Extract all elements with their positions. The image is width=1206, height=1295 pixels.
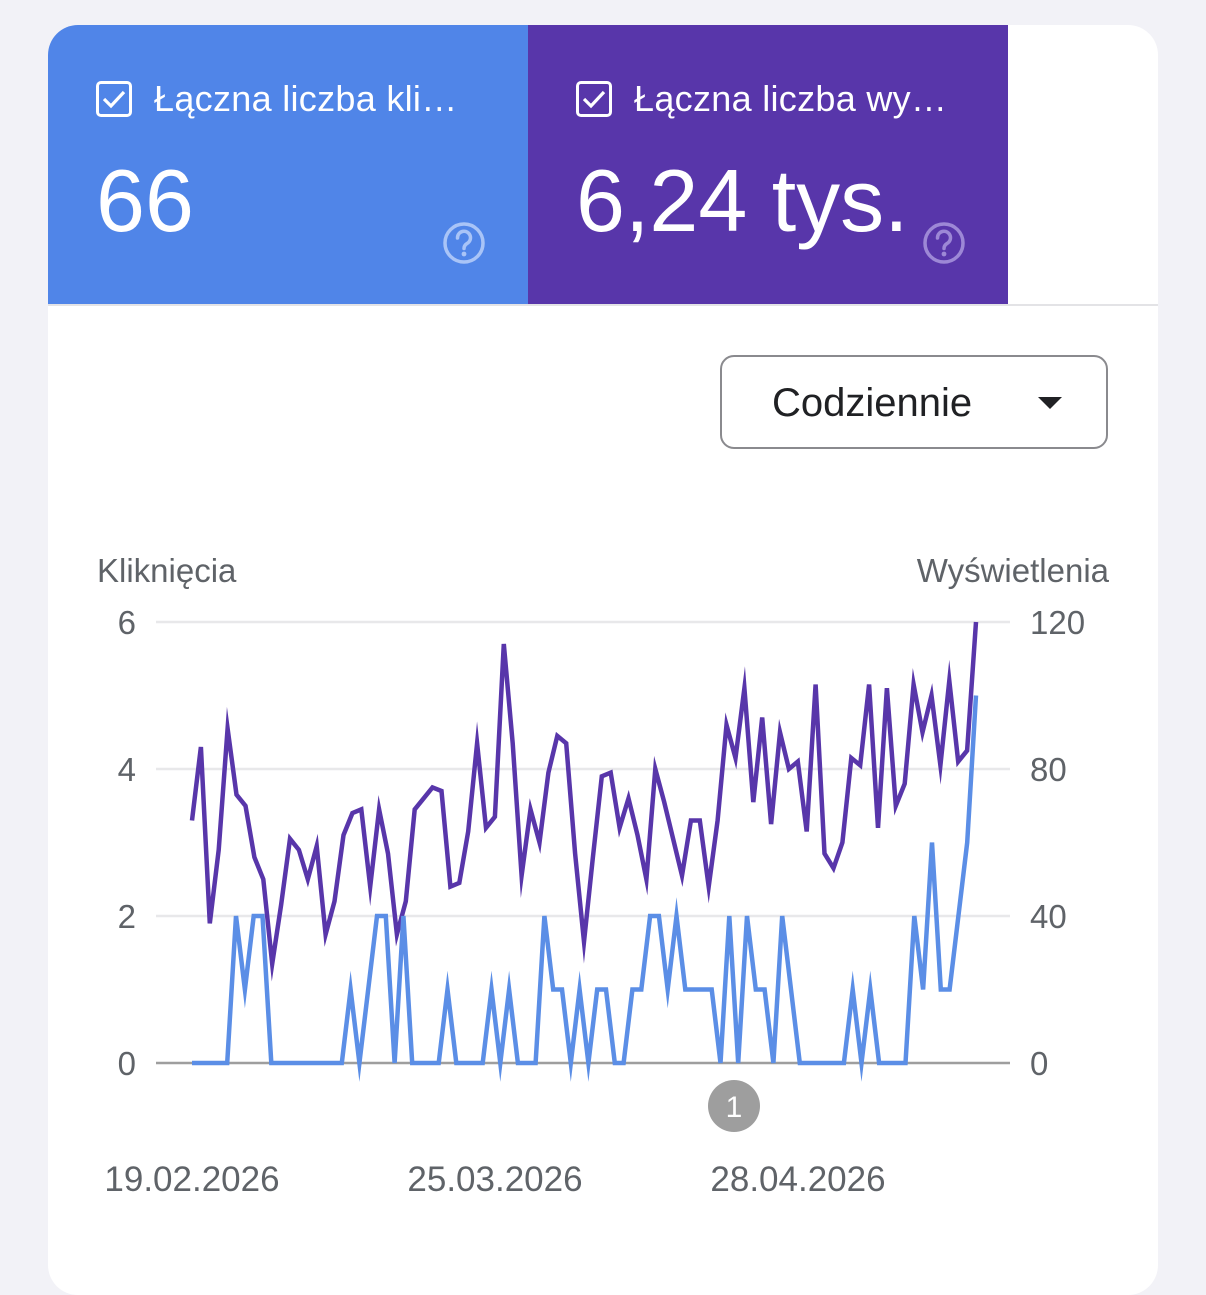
granularity-selected-value: Codziennie	[772, 381, 973, 425]
metric-value-impressions: 6,24 tys.	[576, 151, 909, 250]
chart-series	[189, 621, 979, 1082]
granularity-dropdown[interactable]: Codziennie	[720, 355, 1108, 449]
y-right-tick-label: 0	[1030, 1045, 1048, 1082]
checkbox-checked-icon[interactable]	[96, 81, 132, 117]
x-axis-labels: 19.02.2026 25.03.2026 28.04.2026	[104, 1160, 885, 1199]
y-right-tick-label: 120	[1030, 604, 1085, 641]
y-left-axis-title: Kliknięcia	[97, 552, 237, 589]
performance-chart: Kliknięcia Wyświetlenia 6 120 4 80 2 40 0 0 19.…	[97, 552, 1110, 1199]
series-line-impressions	[189, 621, 979, 982]
checkbox-checked-icon[interactable]	[576, 81, 612, 117]
metric-header-clicks: Łączna liczba kli…	[96, 78, 458, 120]
series-line-clicks	[192, 695, 979, 1082]
performance-card: Łączna liczba kli… 66 Łączna liczba wy… …	[48, 25, 1158, 1295]
chart-grid: 6 120 4 80 2 40 0 0	[118, 604, 1085, 1082]
metric-value-clicks: 66	[96, 151, 194, 250]
y-left-tick-label: 0	[118, 1045, 136, 1082]
metric-tile-impressions[interactable]: Łączna liczba wy… 6,24 tys.	[528, 25, 1008, 306]
y-left-tick-label: 4	[118, 751, 136, 788]
y-left-tick-label: 6	[118, 604, 136, 641]
y-right-tick-label: 80	[1030, 751, 1067, 788]
y-left-tick-label: 2	[118, 898, 136, 935]
metric-label-impressions: Łączna liczba wy…	[634, 78, 948, 119]
help-icon[interactable]	[442, 221, 486, 265]
metric-label-clicks: Łączna liczba kli…	[154, 78, 458, 119]
x-tick-label: 25.03.2026	[407, 1160, 582, 1199]
help-icon[interactable]	[922, 221, 966, 265]
x-tick-label: 19.02.2026	[104, 1160, 279, 1199]
metric-tile-clicks[interactable]: Łączna liczba kli… 66	[48, 25, 528, 306]
y-right-axis-title: Wyświetlenia	[917, 552, 1110, 589]
annotation-marker[interactable]: 1	[708, 1080, 760, 1132]
tiles-divider	[48, 304, 1158, 306]
chevron-down-icon	[1038, 397, 1062, 409]
y-right-tick-label: 40	[1030, 898, 1067, 935]
metric-header-impressions: Łączna liczba wy…	[576, 78, 947, 120]
x-tick-label: 28.04.2026	[710, 1160, 885, 1199]
annotation-label: 1	[726, 1091, 743, 1124]
